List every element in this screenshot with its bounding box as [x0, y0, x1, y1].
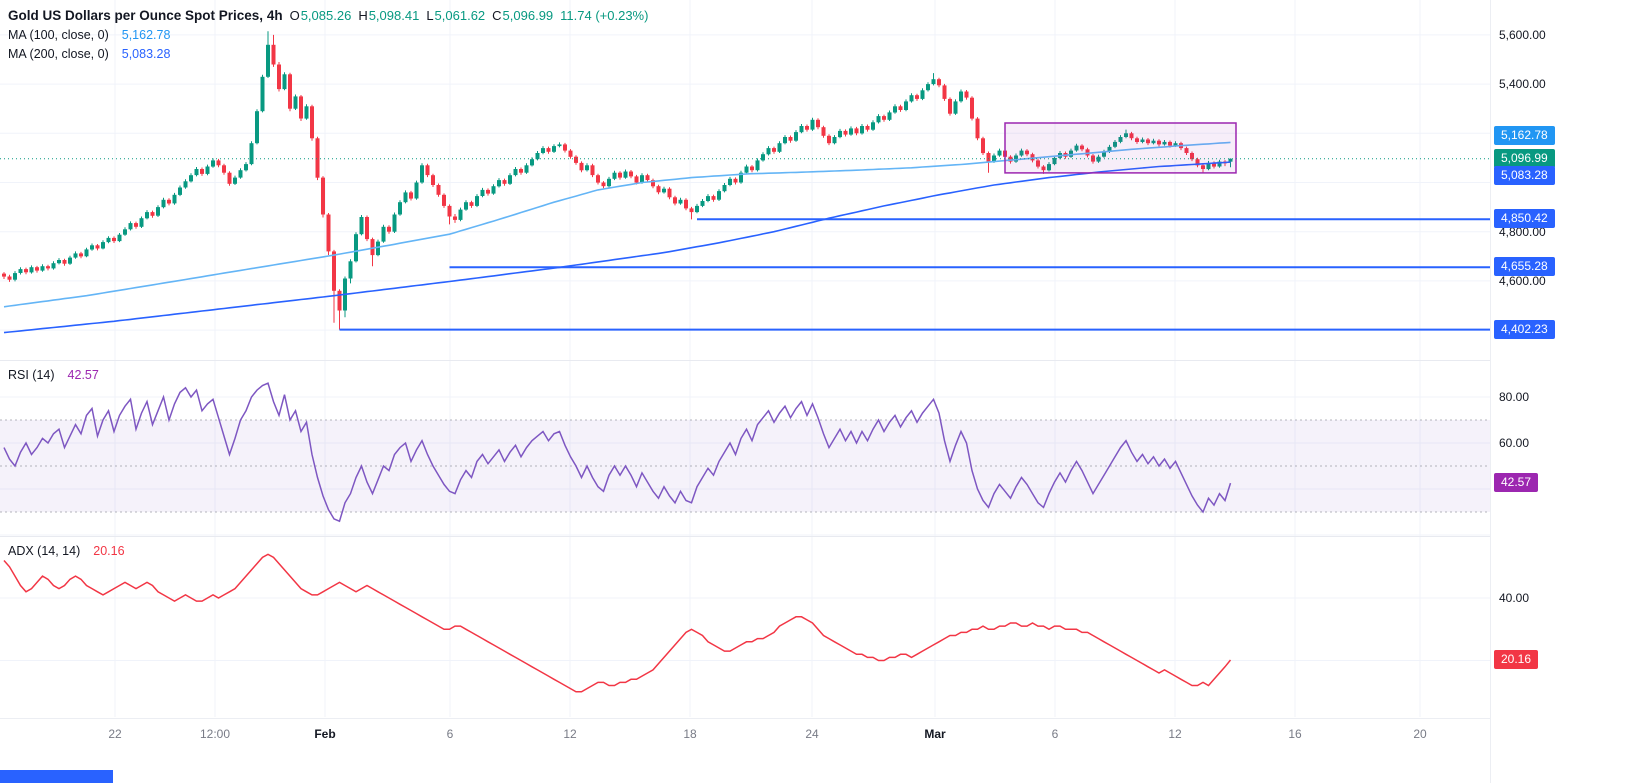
pane-separator[interactable] [0, 360, 1490, 361]
ma100-label: MA (100, close, 0) [8, 28, 109, 42]
candles [2, 31, 1233, 330]
ma100-value: 5,162.78 [121, 28, 171, 42]
adx-value: 20.16 [93, 544, 125, 558]
ohlc-open: O5,085.26 [289, 8, 352, 23]
bottom-left-accent-bar [0, 770, 113, 783]
symbol-title: Gold US Dollars per Ounce Spot Prices, 4… [8, 8, 283, 23]
price-axis-label: 5,600.00 [1499, 28, 1546, 42]
rsi-axis-label: 60.00 [1499, 436, 1530, 450]
time-axis-label: 12 [1168, 727, 1182, 741]
time-axis-label: 12:00 [199, 727, 231, 741]
ohlc-low: L5,061.62 [426, 8, 486, 23]
ma100-line [3, 141, 1231, 308]
adx-axis-label: 40.00 [1499, 591, 1530, 605]
main-chart-canvas [0, 0, 1490, 360]
rsi-axis-label: 80.00 [1499, 390, 1530, 404]
time-axis-label: 16 [1288, 727, 1302, 741]
price-axis-badge: 5,096.99 [1494, 149, 1555, 168]
vertical-gridlines [114, 0, 1421, 360]
time-axis-label: 24 [805, 727, 819, 741]
time-scale[interactable]: 22 12:00 Feb 6 12 18 24 Mar 6 12 16 20 [0, 718, 1490, 759]
time-axis-label: 6 [1051, 727, 1059, 741]
symbol-ohlc-row: Gold US Dollars per Ounce Spot Prices, 4… [8, 6, 648, 26]
time-axis-label: 12 [563, 727, 577, 741]
ohlc-high: H5,098.41 [358, 8, 420, 23]
rsi-label: RSI (14) [8, 368, 55, 382]
price-axis-badge: 5,162.78 [1494, 126, 1555, 145]
time-axis-label: Feb [314, 727, 336, 741]
adx-legend: ADX (14, 14) 20.16 [8, 542, 125, 561]
price-axis-badge: 4,402.23 [1494, 320, 1555, 339]
rsi-axis-badge: 42.57 [1494, 473, 1539, 492]
price-axis-label: 4,600.00 [1499, 274, 1546, 288]
price-axis-badge: 5,083.28 [1494, 166, 1555, 185]
time-axis-label: Mar [924, 727, 946, 741]
price-axis-label: 5,400.00 [1499, 77, 1546, 91]
ma200-line [3, 161, 1231, 334]
ohlc-close: C5,096.99 [492, 8, 554, 23]
main-legend: Gold US Dollars per Ounce Spot Prices, 4… [8, 6, 648, 64]
adx-canvas [0, 537, 1490, 717]
vertical-gridlines [114, 361, 1421, 536]
price-axis-badge: 4,850.42 [1494, 209, 1555, 228]
adx-pane[interactable] [0, 537, 1490, 717]
ma200-legend-row: MA (200, close, 0) 5,083.28 [8, 45, 648, 64]
change-value: 11.74 (+0.23%) [560, 8, 649, 23]
time-axis-label: 22 [108, 727, 122, 741]
horizontal-gridlines [0, 34, 1490, 331]
rsi-value: 42.57 [67, 368, 99, 382]
ma200-value: 5,083.28 [121, 47, 171, 61]
adx-line [3, 553, 1232, 693]
time-axis-label: 6 [446, 727, 454, 741]
rsi-pane[interactable] [0, 361, 1490, 536]
support-rays[interactable] [339, 218, 1491, 331]
price-scale[interactable]: 5,600.00 5,400.00 4,800.00 4,600.00 5,162.78… [1490, 0, 1632, 783]
rsi-line [3, 382, 1232, 523]
pane-separator[interactable] [0, 536, 1490, 537]
price-axis-label: 4,800.00 [1499, 225, 1546, 239]
main-price-pane[interactable] [0, 0, 1490, 360]
vertical-gridlines [114, 537, 1421, 717]
price-axis-badge: 4,655.28 [1494, 257, 1555, 276]
adx-axis-badge: 20.16 [1494, 650, 1539, 669]
rsi-legend: RSI (14) 42.57 [8, 366, 99, 385]
rsi-canvas [0, 361, 1490, 536]
time-axis-label: 20 [1413, 727, 1427, 741]
ma200-label: MA (200, close, 0) [8, 47, 109, 61]
consolidation-box[interactable] [1004, 122, 1237, 174]
adx-label: ADX (14, 14) [8, 544, 81, 558]
time-axis-label: 18 [683, 727, 697, 741]
ma100-legend-row: MA (100, close, 0) 5,162.78 [8, 26, 648, 45]
